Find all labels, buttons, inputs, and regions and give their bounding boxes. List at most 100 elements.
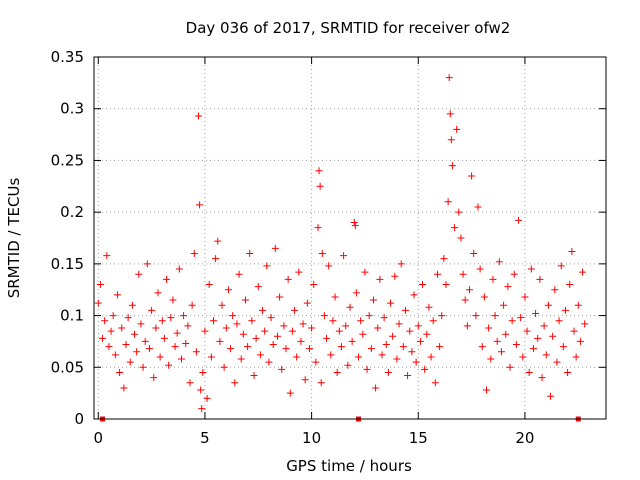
y-tick-label: 0.15 — [51, 255, 84, 273]
data-point — [282, 345, 290, 353]
data-point — [291, 306, 299, 314]
data-point — [489, 275, 497, 283]
data-point — [303, 299, 311, 307]
data-point — [96, 281, 104, 289]
data-point — [391, 272, 399, 280]
data-point — [186, 379, 194, 387]
data-point — [534, 334, 542, 342]
data-point — [320, 312, 328, 320]
data-point — [276, 293, 284, 301]
data-point — [429, 317, 437, 325]
data-point — [167, 314, 175, 322]
data-point — [374, 324, 382, 332]
data-point — [346, 303, 354, 311]
data-point — [278, 365, 286, 373]
data-point — [118, 324, 126, 332]
data-point — [301, 376, 309, 384]
data-point — [101, 317, 109, 325]
data-point — [574, 301, 582, 309]
data-point — [491, 312, 499, 320]
data-point — [351, 222, 359, 230]
data-point — [408, 348, 416, 356]
data-point — [559, 343, 567, 351]
data-point — [152, 324, 160, 332]
data-point — [109, 312, 117, 320]
data-point — [131, 330, 139, 338]
data-point — [173, 329, 181, 337]
data-point — [369, 296, 377, 304]
data-point — [293, 353, 301, 361]
data-point — [229, 312, 237, 320]
data-point — [323, 334, 331, 342]
data-point — [197, 386, 205, 394]
axes: 0 0.05 0.1 0.15 0.2 0.25 0.3 0.35 0 5 10 15 20 — [51, 48, 606, 447]
data-point — [542, 351, 550, 359]
data-point — [141, 337, 149, 345]
data-point — [133, 348, 141, 356]
data-point — [199, 368, 207, 376]
data-point — [348, 337, 356, 345]
data-point — [342, 322, 350, 330]
data-point — [459, 270, 467, 278]
data-point — [555, 317, 563, 325]
data-point — [446, 110, 454, 118]
data-point — [180, 312, 188, 320]
data-point — [254, 283, 262, 291]
data-point — [340, 252, 348, 260]
data-point — [401, 306, 409, 314]
data-point — [442, 281, 450, 289]
data-point — [315, 167, 323, 175]
data-point — [551, 286, 559, 294]
data-point — [154, 289, 162, 297]
data-point — [468, 172, 476, 180]
data-point — [474, 203, 482, 211]
data-point — [359, 330, 367, 338]
data-point — [393, 355, 401, 363]
data-point — [433, 270, 441, 278]
data-point — [241, 296, 249, 304]
data-point — [150, 374, 158, 382]
y-tick-label: 0.3 — [60, 100, 84, 118]
data-point — [427, 353, 435, 361]
x-axis-label: GPS time / hours — [286, 457, 412, 475]
data-point — [423, 330, 431, 338]
data-point — [305, 345, 313, 353]
data-point — [175, 265, 183, 273]
data-points — [94, 74, 589, 413]
data-point — [269, 341, 277, 349]
data-point — [470, 250, 478, 258]
data-point — [389, 332, 397, 340]
data-point — [425, 303, 433, 311]
data-point — [561, 306, 569, 314]
data-point — [361, 268, 369, 276]
data-point — [344, 361, 352, 369]
data-point — [286, 389, 294, 397]
data-point — [163, 275, 171, 283]
data-point — [265, 358, 273, 366]
data-point — [493, 337, 501, 345]
data-point — [365, 312, 373, 320]
data-point — [457, 234, 465, 242]
x-tick-label: 0 — [93, 429, 103, 447]
data-point — [495, 258, 503, 266]
data-point — [273, 332, 281, 340]
data-point — [158, 317, 166, 325]
data-point — [111, 351, 119, 359]
data-point — [203, 394, 211, 402]
data-point — [515, 216, 523, 224]
data-point — [261, 327, 269, 335]
data-point — [308, 324, 316, 332]
data-point — [299, 320, 307, 328]
data-point — [363, 365, 371, 373]
data-point — [438, 312, 446, 320]
y-tick-label: 0.2 — [60, 203, 84, 221]
data-point — [220, 363, 228, 371]
data-point — [171, 343, 179, 351]
data-point — [378, 351, 386, 359]
data-point — [113, 291, 121, 299]
data-point — [216, 337, 224, 345]
data-point — [557, 262, 565, 270]
data-point — [196, 201, 204, 209]
data-point — [105, 343, 113, 351]
data-point — [94, 299, 102, 307]
